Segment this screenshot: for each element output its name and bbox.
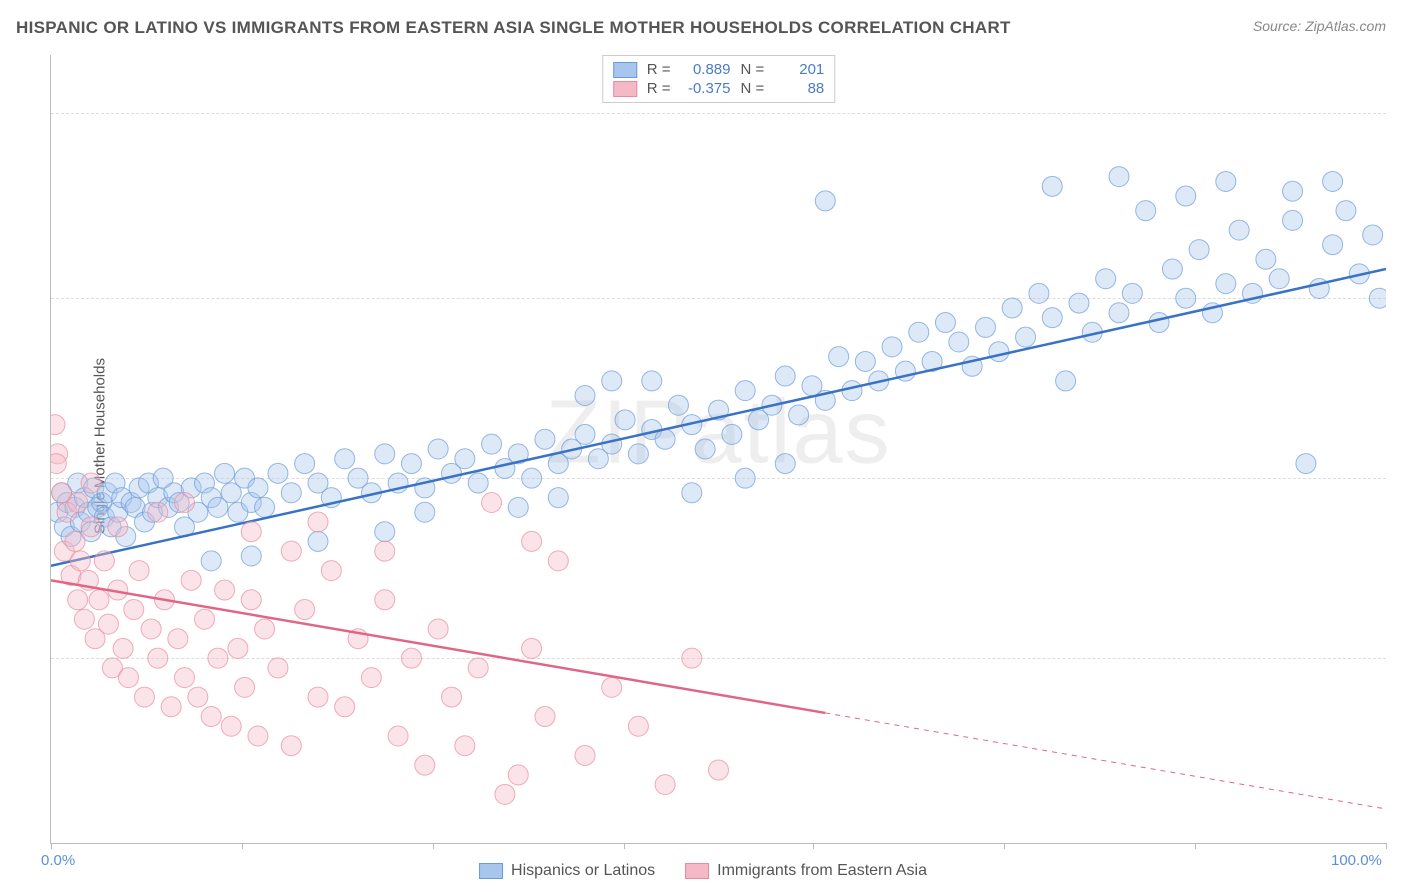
swatch-icon [613,62,637,78]
r-label: R = [647,61,671,78]
series-legend: Hispanics or Latinos Immigrants from Eas… [479,862,927,880]
chart-title: HISPANIC OR LATINO VS IMMIGRANTS FROM EA… [16,18,1011,38]
x-tick-label: 0.0% [41,852,75,869]
legend-row-series-2: R = -0.375 N = 88 [613,79,825,98]
source-label: Source: ZipAtlas.com [1253,18,1386,34]
swatch-icon [685,863,709,879]
x-tick-label: 100.0% [1331,852,1382,869]
x-tick-mark [242,843,243,849]
r-value: 0.889 [681,61,731,78]
swatch-icon [613,81,637,97]
x-tick-mark [813,843,814,849]
x-tick-mark [433,843,434,849]
r-value: -0.375 [681,80,731,97]
correlation-legend: R = 0.889 N = 201 R = -0.375 N = 88 [602,55,836,103]
legend-item-eastern-asia: Immigrants from Eastern Asia [685,862,927,880]
n-label: N = [741,61,765,78]
legend-label: Hispanics or Latinos [511,862,655,880]
n-value: 201 [774,61,824,78]
x-tick-mark [1195,843,1196,849]
chart-area: ZIPatlas R = 0.889 N = 201 R = -0.375 N … [50,55,1386,844]
r-label: R = [647,80,671,97]
n-label: N = [741,80,765,97]
x-tick-mark [624,843,625,849]
swatch-icon [479,863,503,879]
legend-item-hispanics: Hispanics or Latinos [479,862,655,880]
scatter-plot [51,55,1386,843]
x-tick-mark [1386,843,1387,849]
n-value: 88 [774,80,824,97]
legend-row-series-1: R = 0.889 N = 201 [613,60,825,79]
x-tick-mark [1004,843,1005,849]
legend-label: Immigrants from Eastern Asia [717,862,927,880]
x-tick-mark [51,843,52,849]
